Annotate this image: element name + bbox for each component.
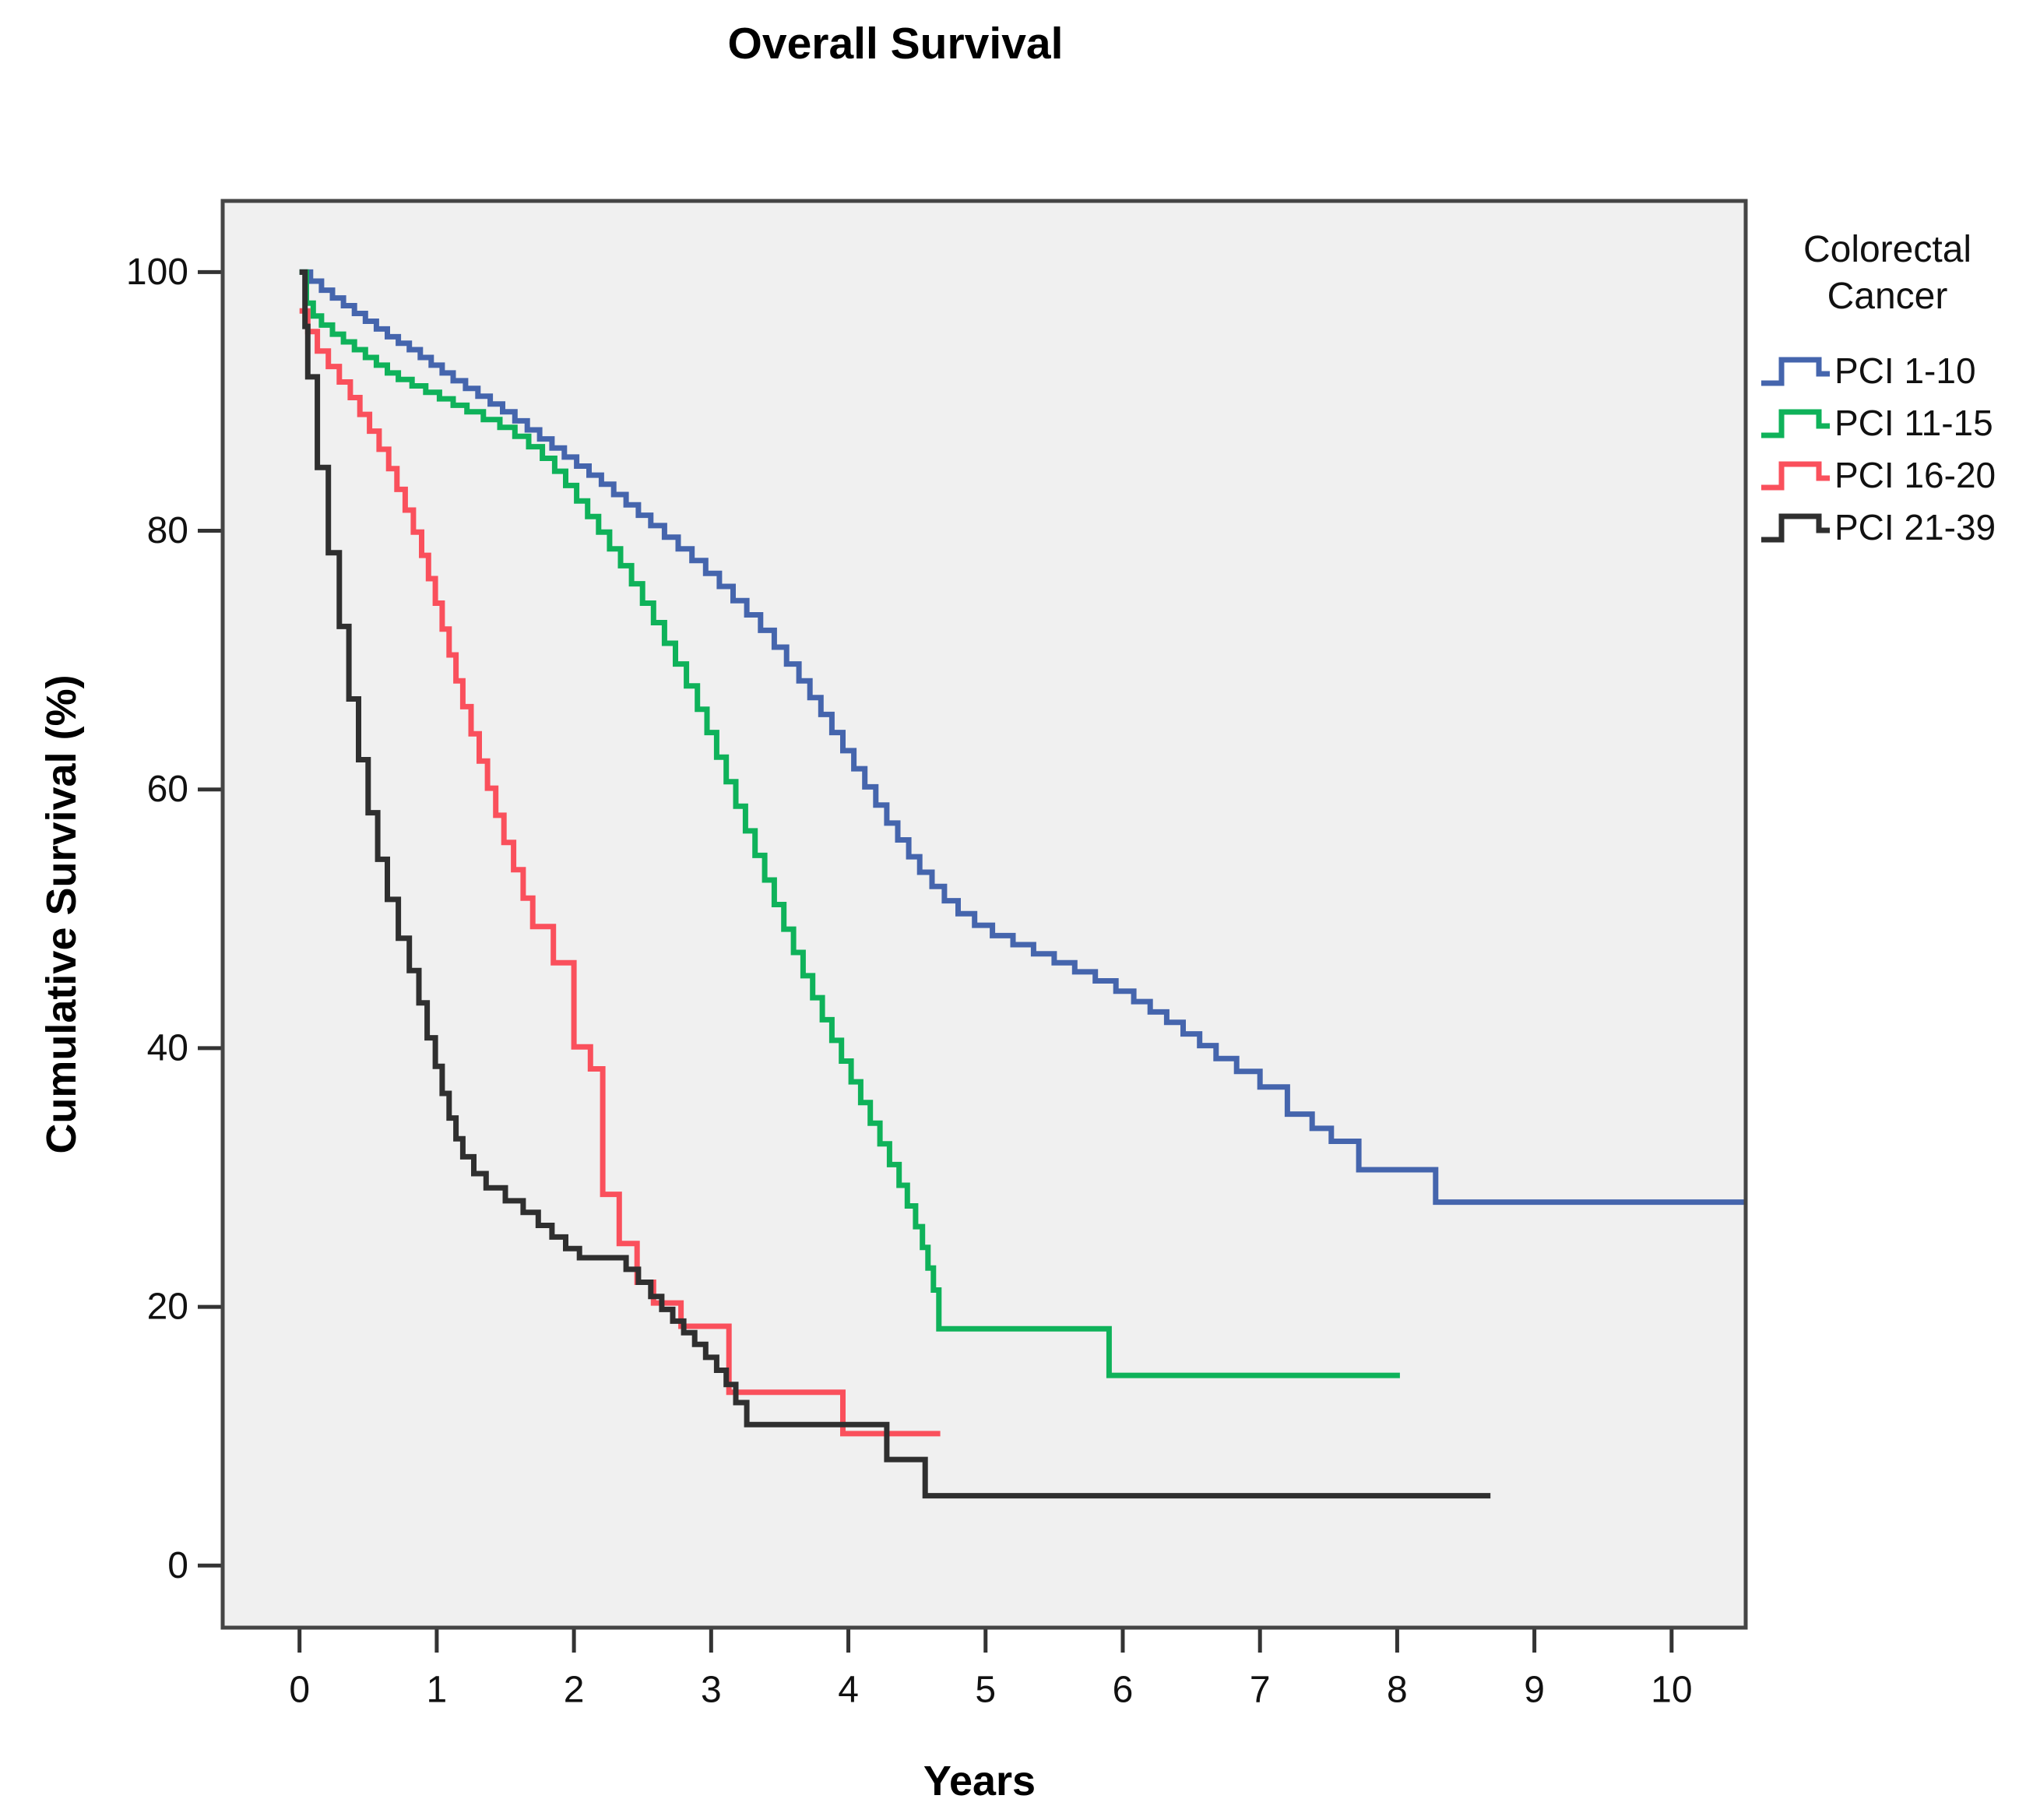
legend-item-pci-21-39: PCI 21-39 (1761, 507, 1996, 547)
legend-item-label: PCI 1-10 (1834, 350, 1976, 391)
survival-curve-pci-21-39 (299, 269, 1491, 1499)
plot-area (223, 201, 1746, 1628)
legend-title-line1: Colorectal (1803, 229, 1971, 270)
legend-item-pci-16-20: PCI 16-20 (1761, 455, 1996, 495)
legend: Colorectal Cancer PCI 1-10 PCI 11-15 PCI 1… (1761, 229, 1996, 547)
y-tick-label: 40 (147, 1027, 188, 1068)
y-tick-label: 0 (167, 1545, 188, 1586)
x-tick-label: 0 (289, 1670, 310, 1711)
x-tick-label: 9 (1524, 1670, 1545, 1711)
x-tick-label: 6 (1113, 1670, 1134, 1711)
survival-curve-pci-16-20 (299, 308, 941, 1437)
legend-item-pci-11-15: PCI 11-15 (1761, 403, 1993, 443)
x-tick-label: 8 (1387, 1670, 1408, 1711)
chart-title: Overall Survival (728, 19, 1064, 69)
y-tick-label: 80 (147, 510, 188, 551)
x-tick-label: 5 (975, 1670, 996, 1711)
x-axis-label: Years (923, 1758, 1036, 1804)
survival-curve-pci-1-10 (299, 269, 1746, 1206)
legend-line-sample (1761, 513, 1830, 543)
legend-line-sample (1761, 357, 1830, 386)
x-tick-label: 2 (564, 1670, 585, 1711)
legend-item-pci-1-10: PCI 1-10 (1761, 350, 1976, 391)
survival-curves (299, 269, 1746, 1499)
x-tick-label: 1 (427, 1670, 448, 1711)
x-tick-label: 4 (838, 1670, 859, 1711)
x-tick-label: 7 (1250, 1670, 1271, 1711)
plot-frame (220, 199, 1748, 1630)
y-axis-label: Cumulative Survival (%) (38, 674, 85, 1153)
legend-title-line2: Cancer (1827, 276, 1948, 317)
y-tick-label: 100 (126, 252, 188, 293)
y-tick-label: 60 (147, 769, 188, 810)
legend-item-label: PCI 16-20 (1834, 455, 1996, 495)
x-tick-label: 10 (1651, 1670, 1692, 1711)
legend-line-sample (1761, 409, 1830, 438)
survival-curve-pci-11-15 (299, 269, 1400, 1378)
legend-item-label: PCI 11-15 (1834, 403, 1993, 443)
legend-line-sample (1761, 461, 1830, 491)
y-tick-label: 20 (147, 1287, 188, 1328)
x-tick-label: 3 (701, 1670, 722, 1711)
legend-item-label: PCI 21-39 (1834, 507, 1996, 547)
